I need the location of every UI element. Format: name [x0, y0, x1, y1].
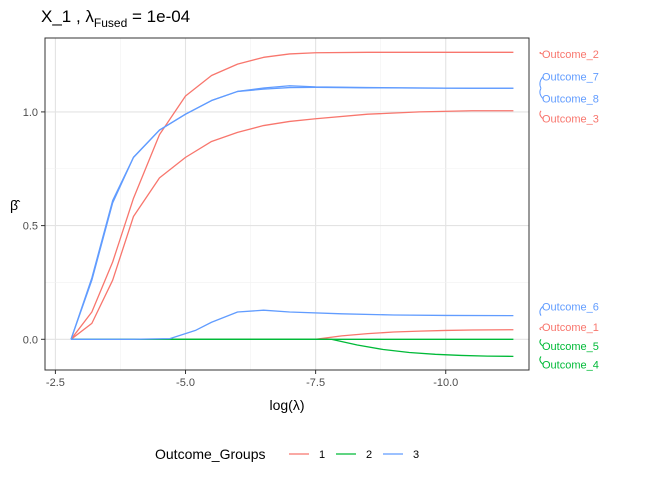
series-line-outcome-8 [70, 86, 514, 340]
x-tick-label: -7.5 [306, 377, 325, 389]
end-label-outcome-3: Outcome_3 [542, 114, 599, 126]
end-label-connector [539, 51, 544, 55]
x-axis-title: log(λ) [269, 397, 304, 413]
chart-title-main: X_1 , λ [41, 7, 94, 26]
legend-item-label: 1 [319, 449, 325, 461]
chart-title-suffix: = 1e-04 [127, 7, 190, 26]
end-label-layer: Outcome_2 Outcome_7 Outcome_8 Outcome_3 Outc… [539, 49, 599, 371]
legend: Outcome_Groups 1 2 3 [155, 446, 419, 462]
end-label-outcome-4: Outcome_4 [542, 359, 599, 371]
series-line-outcome-4 [71, 338, 514, 358]
end-label-connector [539, 88, 544, 100]
legend-item-label: 3 [413, 449, 419, 461]
y-tick-label: 1.0 [23, 107, 38, 119]
end-label-connector [539, 110, 544, 120]
chart-title: X_1 , λFused = 1e-04 [41, 7, 190, 30]
end-label-outcome-2: Outcome_2 [542, 49, 599, 61]
y-axis-title: β̂ [10, 197, 21, 213]
panel-border [44, 37, 530, 371]
end-label-connector [539, 305, 544, 316]
end-label-connector [539, 338, 544, 347]
end-label-outcome-6: Outcome_6 [542, 301, 599, 313]
end-label-connector [539, 356, 544, 365]
end-label-outcome-5: Outcome_5 [542, 341, 599, 353]
x-tick-label: -10.0 [433, 377, 458, 389]
legend-title: Outcome_Groups [155, 446, 266, 462]
axis-layer: -2.5 -5.0 -7.5 -10.0 0.0 0.5 1.0 [23, 107, 459, 389]
legend-item-label: 2 [366, 449, 372, 461]
series-line-outcome-7 [70, 85, 514, 340]
y-tick-label: 0.5 [23, 221, 38, 233]
legend-items: 1 2 3 [289, 449, 419, 461]
end-label-connector [539, 326, 544, 331]
series-line-outcome-1 [71, 329, 514, 340]
series-line-outcome-6 [71, 309, 514, 340]
end-label-outcome-7: Outcome_7 [542, 72, 599, 84]
chart-title-subscript: Fused [94, 16, 127, 30]
end-label-connector [539, 76, 544, 89]
series-layer [70, 51, 514, 358]
series-line-outcome-2 [70, 51, 514, 340]
series-line-outcome-3 [70, 110, 514, 340]
end-label-outcome-1: Outcome_1 [542, 322, 599, 334]
y-tick-label: 0.0 [23, 334, 38, 346]
x-tick-label: -5.0 [176, 377, 195, 389]
end-label-outcome-8: Outcome_8 [542, 94, 599, 106]
x-tick-label: -2.5 [46, 377, 65, 389]
